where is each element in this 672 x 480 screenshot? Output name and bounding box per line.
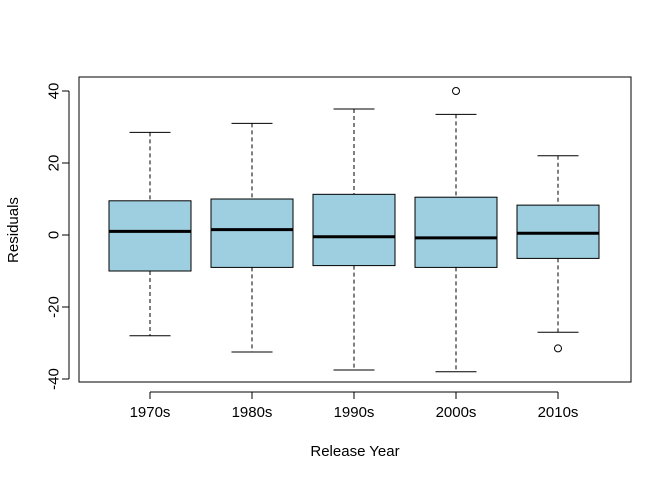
y-tick-label: -20	[45, 296, 62, 318]
box-2010s	[516, 155, 600, 353]
x-axis-label: Release Year	[310, 443, 399, 460]
box-2000s	[414, 87, 498, 373]
box-1980s	[210, 122, 294, 353]
x-tick-label: 1990s	[334, 404, 375, 421]
outlier-point	[452, 87, 460, 95]
iqr-box	[210, 198, 294, 268]
iqr-box	[414, 196, 498, 268]
outlier-point	[554, 344, 562, 353]
box-1970s	[108, 131, 192, 337]
y-tick-label: 20	[45, 155, 62, 172]
y-axis: -40 -20 0 20 40	[45, 83, 70, 390]
x-tick-label: 2010s	[538, 404, 579, 421]
x-tick-label: 1970s	[130, 404, 171, 421]
box-1990s	[312, 108, 396, 371]
y-axis-label: Residuals	[5, 197, 22, 263]
y-tick-label: -40	[45, 368, 62, 390]
iqr-box	[312, 193, 396, 267]
y-tick-label: 0	[45, 231, 62, 239]
x-tick-label: 2000s	[436, 404, 477, 421]
y-tick-label: 40	[45, 83, 62, 100]
iqr-box	[108, 200, 192, 272]
plot-frame	[78, 76, 632, 383]
x-axis: 1970s 1980s 1990s 2000s 2010s	[130, 391, 579, 421]
x-tick-label: 1980s	[232, 404, 273, 421]
boxes	[108, 87, 600, 373]
